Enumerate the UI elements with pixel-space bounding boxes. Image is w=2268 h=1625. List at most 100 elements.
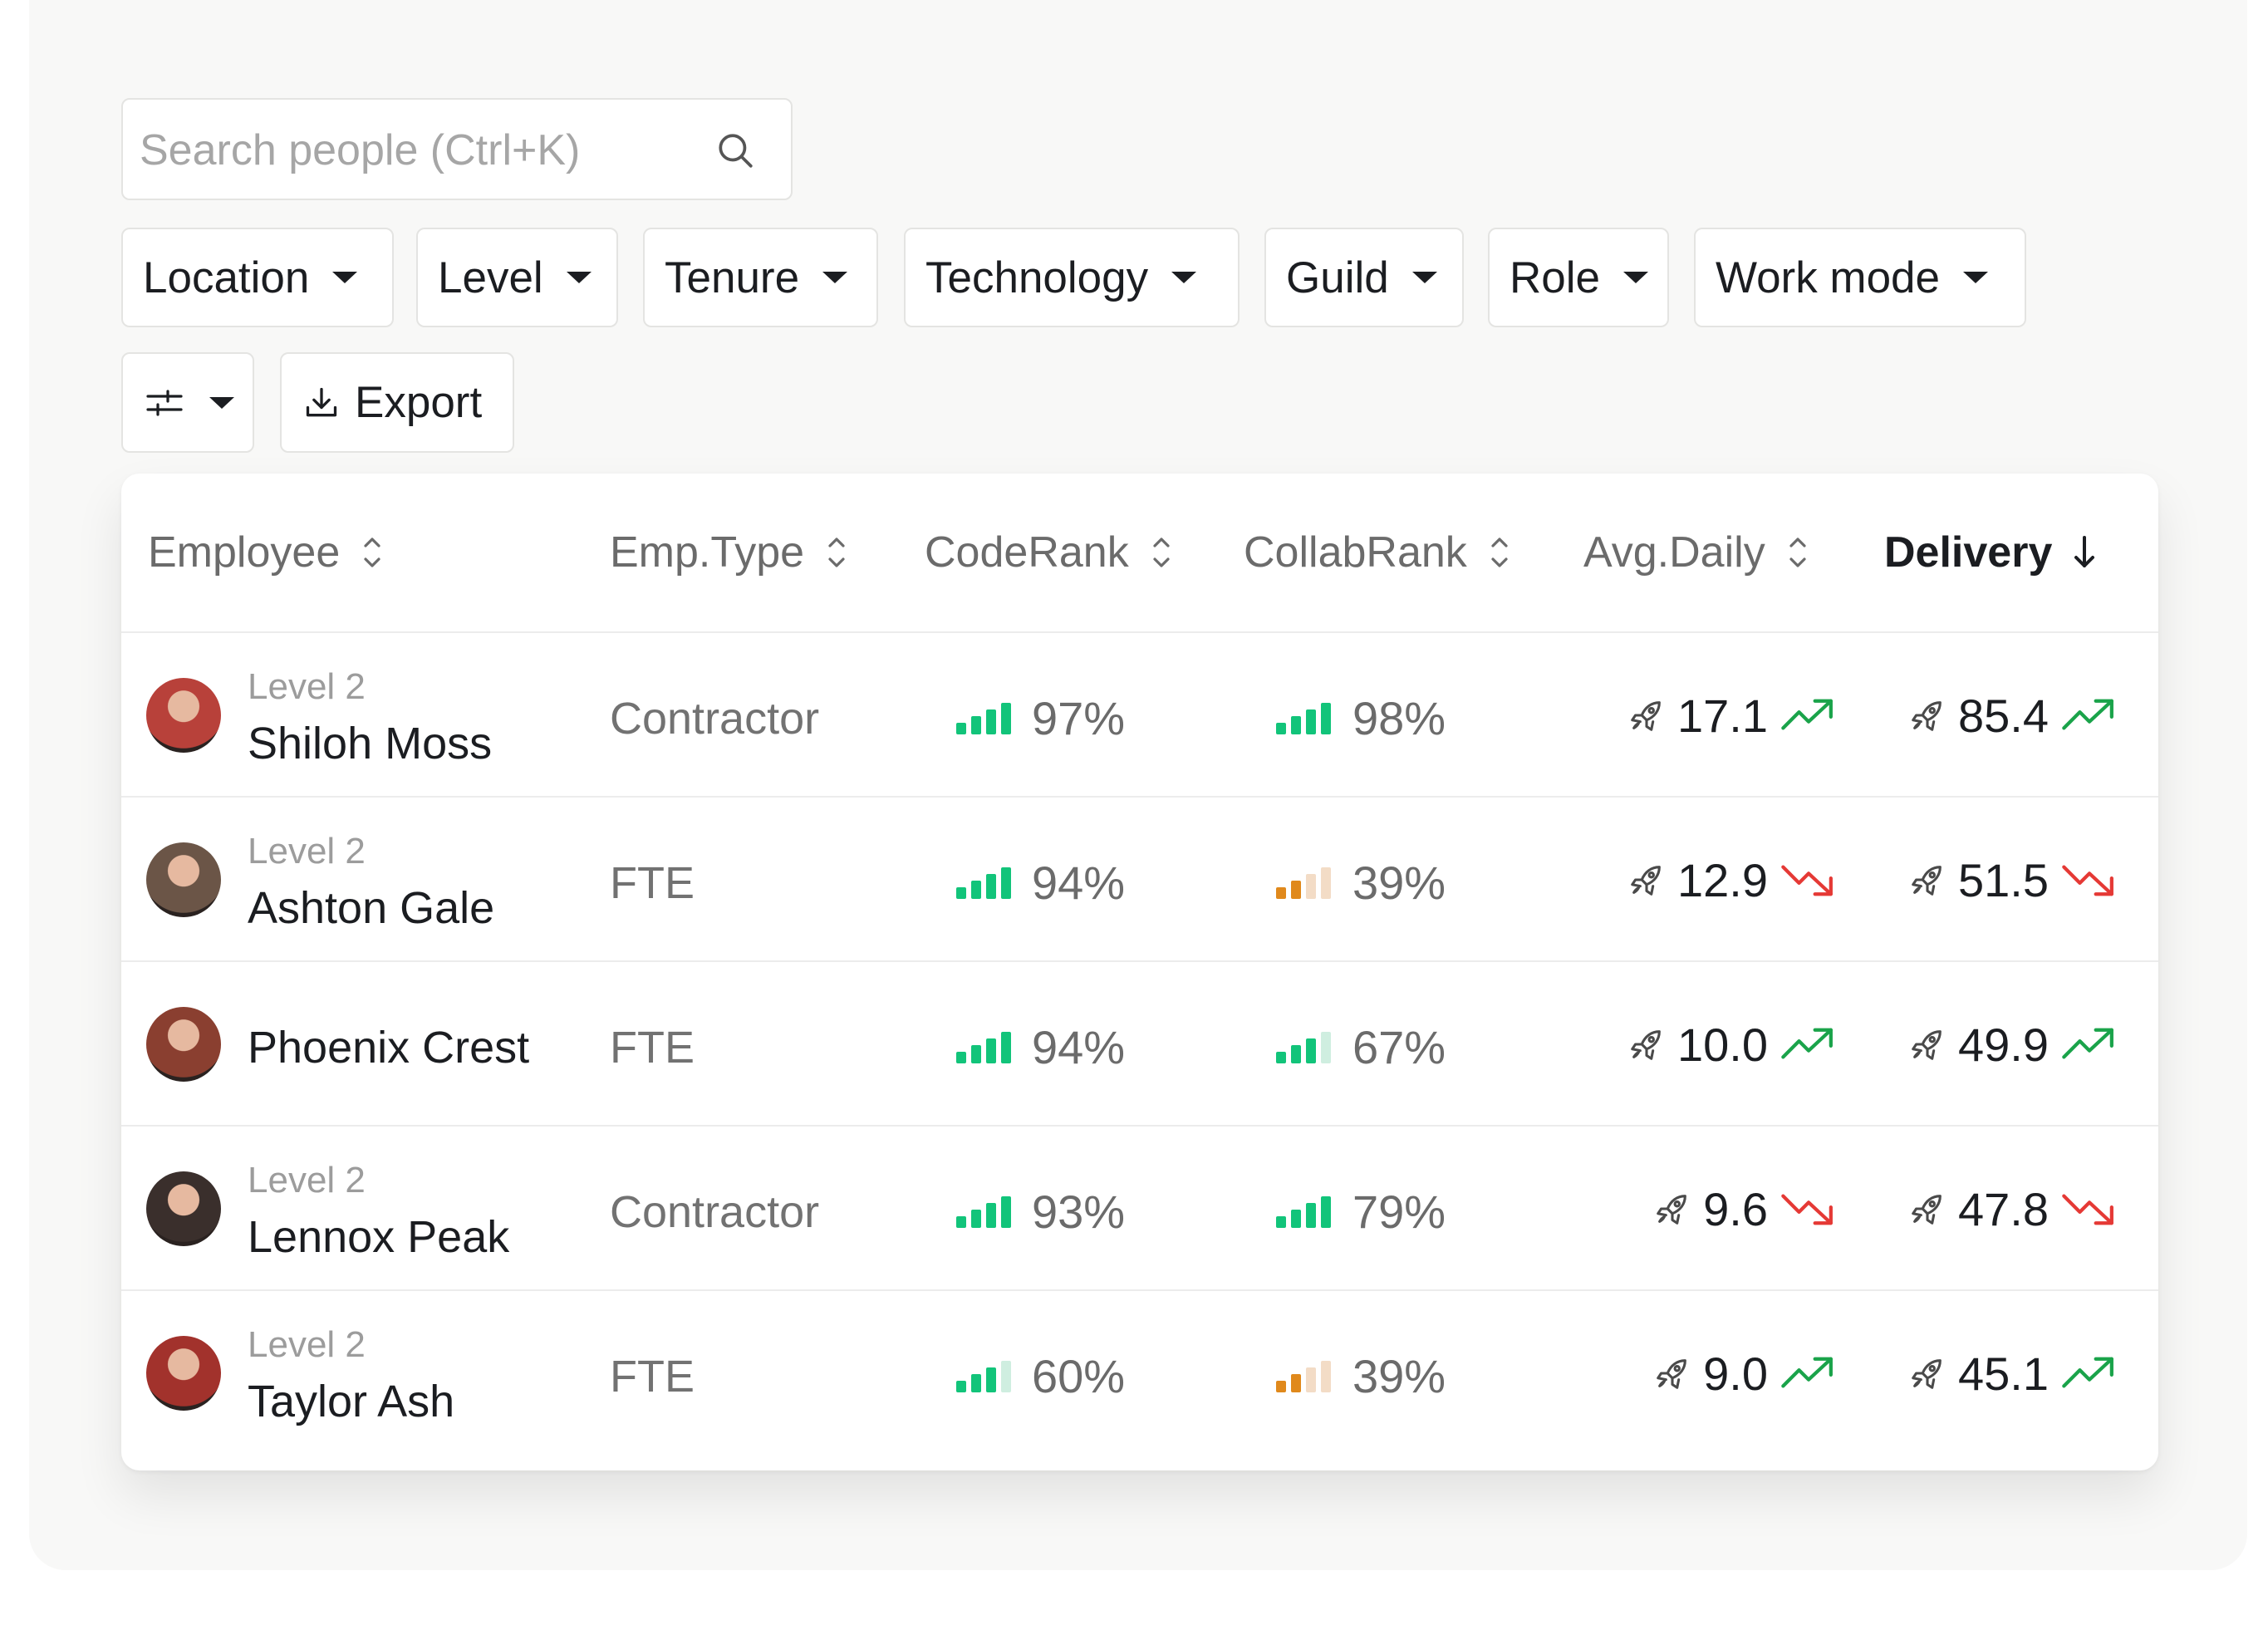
rank-bars-icon bbox=[956, 1361, 1011, 1392]
column-header-employee[interactable]: Employee bbox=[148, 474, 383, 631]
caret-down-icon bbox=[822, 272, 848, 283]
avg-daily-cell: 9.0 bbox=[1653, 1344, 1838, 1402]
employee-name[interactable]: Lennox Peak bbox=[248, 1212, 510, 1262]
table-row[interactable]: Phoenix Crest FTE 94% 67% 10.0 49.9 bbox=[121, 962, 2158, 1127]
delivery-value: 45.1 bbox=[1958, 1347, 2049, 1400]
filter-work-mode-label: Work mode bbox=[1716, 253, 1940, 302]
avatar bbox=[146, 678, 221, 753]
table-row[interactable]: Level 2 Shiloh Moss Contractor 97% 98% 17.1 85… bbox=[121, 633, 2158, 798]
filter-level[interactable]: Level bbox=[416, 228, 618, 327]
column-header-avg-daily-label: Avg.Daily bbox=[1583, 528, 1765, 577]
delivery-cell: 47.8 bbox=[1908, 1180, 2118, 1238]
column-header-delivery[interactable]: Delivery bbox=[1884, 474, 2099, 631]
avatar bbox=[146, 842, 221, 917]
employee-type: FTE bbox=[610, 1352, 695, 1402]
delivery-cell: 45.1 bbox=[1908, 1344, 2118, 1402]
trend-down-icon bbox=[1781, 865, 1833, 896]
filter-location[interactable]: Location bbox=[121, 228, 394, 327]
sort-icon[interactable] bbox=[1151, 533, 1172, 572]
sliders-icon bbox=[146, 389, 183, 416]
sort-icon[interactable] bbox=[1489, 533, 1510, 572]
search-icon[interactable] bbox=[714, 130, 756, 171]
rank-bars-icon bbox=[956, 867, 1011, 899]
export-label: Export bbox=[355, 378, 483, 427]
trend-up-icon bbox=[1781, 1357, 1833, 1388]
caret-down-icon bbox=[1411, 272, 1437, 283]
column-header-collabrank[interactable]: CollabRank bbox=[1244, 474, 1510, 631]
collabrank-value: 79% bbox=[1352, 1186, 1446, 1238]
trend-down-icon bbox=[2062, 865, 2113, 896]
sort-desc-icon[interactable] bbox=[2070, 533, 2099, 572]
employee-type: Contractor bbox=[610, 1187, 820, 1237]
avg-daily-cell: 12.9 bbox=[1627, 851, 1838, 909]
column-settings-button[interactable] bbox=[121, 352, 254, 453]
coderank-value: 93% bbox=[1032, 1186, 1126, 1238]
employee-name[interactable]: Taylor Ash bbox=[248, 1377, 455, 1426]
caret-down-icon bbox=[332, 272, 358, 283]
rank-bars-icon bbox=[1276, 1032, 1331, 1063]
rank-bars-icon bbox=[956, 1032, 1011, 1063]
rocket-icon bbox=[1912, 1359, 1942, 1389]
avg-daily-value: 17.1 bbox=[1677, 689, 1768, 742]
download-icon bbox=[306, 387, 337, 416]
coderank-value: 94% bbox=[1032, 1021, 1126, 1073]
table-row[interactable]: Level 2 Taylor Ash FTE 60% 39% 9.0 45.1 bbox=[121, 1291, 2158, 1456]
table-row[interactable]: Level 2 Lennox Peak Contractor 93% 79% 9.6 47.… bbox=[121, 1127, 2158, 1291]
sort-icon[interactable] bbox=[361, 533, 383, 572]
employee-type: Contractor bbox=[610, 694, 820, 744]
filter-guild[interactable]: Guild bbox=[1264, 228, 1464, 327]
avg-daily-cell: 17.1 bbox=[1627, 686, 1838, 744]
row-divider bbox=[121, 1289, 2158, 1291]
sort-icon[interactable] bbox=[826, 533, 847, 572]
column-header-employee-label: Employee bbox=[148, 528, 341, 577]
export-button[interactable]: Export bbox=[280, 352, 514, 453]
trend-down-icon bbox=[2062, 1194, 2113, 1225]
delivery-value: 51.5 bbox=[1958, 853, 2049, 906]
rank-bars-icon bbox=[1276, 1196, 1331, 1228]
column-header-delivery-label: Delivery bbox=[1884, 528, 2053, 577]
filter-location-label: Location bbox=[143, 253, 310, 302]
filter-tenure-label: Tenure bbox=[665, 253, 800, 302]
employee-type: FTE bbox=[610, 1023, 695, 1073]
header-divider bbox=[121, 631, 2158, 633]
filter-role[interactable]: Role bbox=[1488, 228, 1669, 327]
employee-name[interactable]: Phoenix Crest bbox=[248, 1023, 530, 1073]
rocket-icon bbox=[1912, 701, 1942, 731]
search-box[interactable] bbox=[121, 98, 793, 200]
rocket-icon bbox=[1912, 866, 1942, 896]
column-header-coderank[interactable]: CodeRank bbox=[925, 474, 1172, 631]
table-row[interactable]: Level 2 Ashton Gale FTE 94% 39% 12.9 51.5 bbox=[121, 798, 2158, 962]
trend-up-icon bbox=[2062, 699, 2113, 730]
collabrank-value: 98% bbox=[1352, 692, 1446, 744]
column-header-avg-daily[interactable]: Avg.Daily bbox=[1583, 474, 1809, 631]
filter-tenure[interactable]: Tenure bbox=[643, 228, 878, 327]
employee-level: Level 2 bbox=[248, 831, 366, 871]
employee-name[interactable]: Ashton Gale bbox=[248, 883, 495, 933]
coderank-value: 60% bbox=[1032, 1350, 1126, 1402]
avg-daily-value: 10.0 bbox=[1677, 1018, 1768, 1071]
trend-down-icon bbox=[1781, 1194, 1833, 1225]
trend-up-icon bbox=[2062, 1357, 2113, 1388]
employee-level: Level 2 bbox=[248, 1160, 366, 1200]
collabrank-value: 39% bbox=[1352, 857, 1446, 909]
rank-bars-icon bbox=[1276, 867, 1331, 899]
rocket-icon bbox=[1631, 701, 1661, 731]
filter-technology[interactable]: Technology bbox=[904, 228, 1240, 327]
search-input[interactable] bbox=[138, 100, 714, 200]
employee-name[interactable]: Shiloh Moss bbox=[248, 719, 493, 768]
caret-down-icon bbox=[1623, 272, 1649, 283]
avg-daily-value: 9.6 bbox=[1703, 1182, 1768, 1235]
collabrank-value: 39% bbox=[1352, 1350, 1446, 1402]
row-divider bbox=[121, 796, 2158, 798]
column-header-emp-type[interactable]: Emp.Type bbox=[610, 474, 847, 631]
sort-icon[interactable] bbox=[1787, 533, 1809, 572]
rocket-icon bbox=[1912, 1195, 1942, 1225]
coderank-value: 97% bbox=[1032, 692, 1126, 744]
rocket-icon bbox=[1631, 1030, 1661, 1060]
filter-work-mode[interactable]: Work mode bbox=[1694, 228, 2026, 327]
rocket-icon bbox=[1657, 1195, 1687, 1225]
delivery-cell: 51.5 bbox=[1908, 851, 2118, 909]
column-header-collabrank-label: CollabRank bbox=[1244, 528, 1467, 577]
avatar bbox=[146, 1007, 221, 1082]
filter-role-label: Role bbox=[1510, 253, 1601, 302]
